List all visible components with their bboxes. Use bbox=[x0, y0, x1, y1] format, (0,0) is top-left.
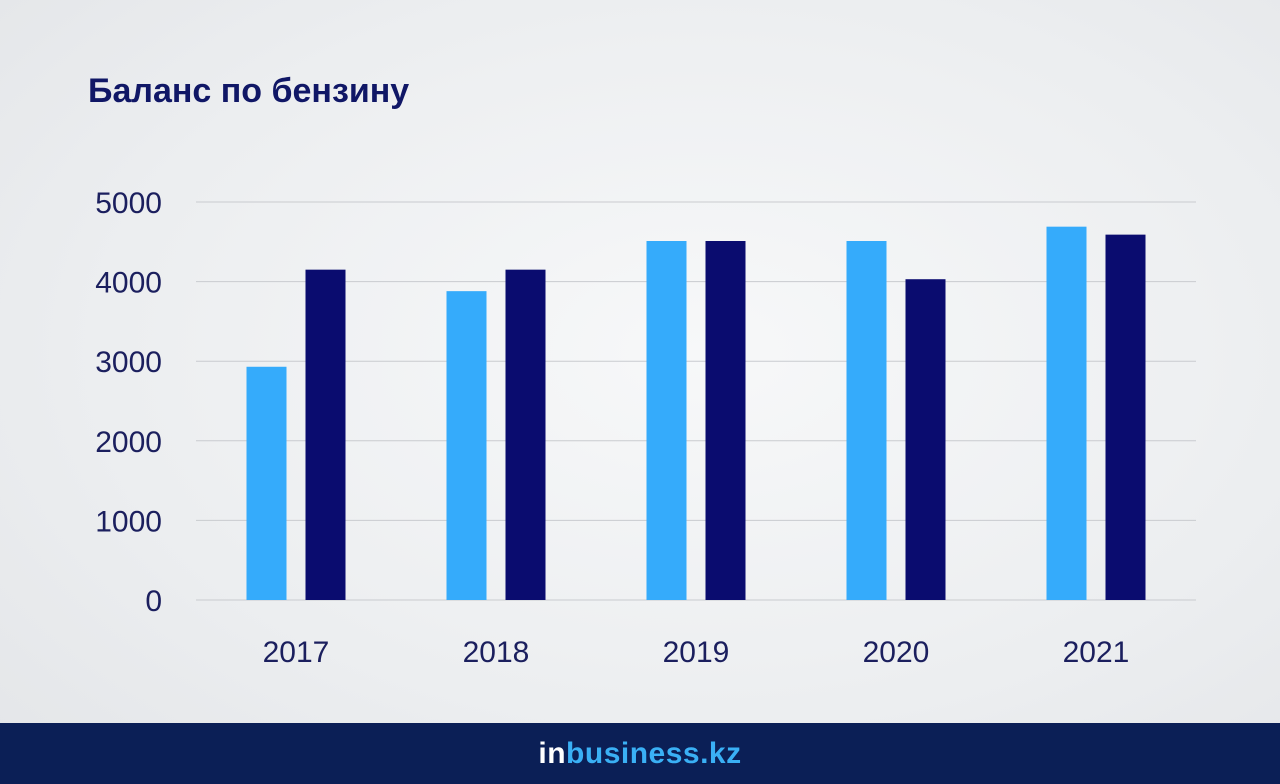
x-tick-label: 2019 bbox=[663, 636, 730, 669]
bar-2018-series-2 bbox=[505, 269, 546, 600]
bar-2019-series-2 bbox=[705, 241, 746, 600]
bar-2021-series-2 bbox=[1105, 234, 1146, 601]
gridlines bbox=[196, 201, 1196, 601]
bar-2019-series-1 bbox=[646, 241, 687, 600]
logo-part-business: business.kz bbox=[566, 736, 742, 770]
inbusiness-logo[interactable]: inbusiness.kz bbox=[538, 737, 741, 771]
y-tick-label: 0 bbox=[145, 585, 162, 618]
y-tick-label: 1000 bbox=[95, 505, 162, 538]
y-tick-label: 3000 bbox=[95, 346, 162, 379]
x-tick-label: 2017 bbox=[263, 636, 330, 669]
bar-2021-series-1 bbox=[1046, 226, 1087, 600]
x-axis-ticks: 2017 2018 2019 2020 2021 bbox=[263, 636, 1130, 669]
y-tick-label: 5000 bbox=[95, 187, 162, 220]
x-tick-label: 2020 bbox=[863, 636, 930, 669]
y-tick-label: 2000 bbox=[95, 426, 162, 459]
footer-bar: inbusiness.kz bbox=[0, 723, 1280, 784]
x-tick-label: 2021 bbox=[1063, 636, 1130, 669]
bar-2018-series-1 bbox=[446, 291, 487, 600]
x-tick-label: 2018 bbox=[463, 636, 530, 669]
bar-2017-series-1 bbox=[246, 366, 287, 600]
logo-part-in: in bbox=[538, 736, 567, 770]
bar-2020-series-1 bbox=[846, 241, 887, 600]
bars bbox=[246, 226, 1146, 601]
bar-2017-series-2 bbox=[305, 269, 346, 600]
y-tick-label: 4000 bbox=[95, 267, 162, 300]
chart-title: Баланс по бензину bbox=[88, 72, 410, 110]
y-axis-ticks: 0 1000 2000 3000 4000 5000 bbox=[95, 187, 162, 618]
bar-2020-series-2 bbox=[905, 279, 946, 600]
